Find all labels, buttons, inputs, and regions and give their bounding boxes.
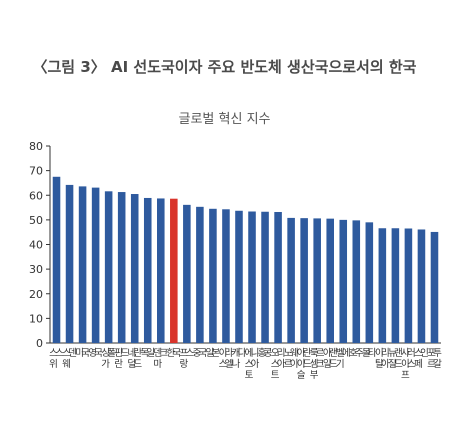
x-category-label: 호주	[349, 348, 364, 359]
bar	[365, 222, 374, 343]
x-category-label: 싱 가폴	[101, 348, 116, 370]
x-category-label: 독일	[140, 348, 155, 359]
bar	[183, 204, 191, 343]
bars	[52, 176, 439, 343]
bar	[417, 229, 426, 343]
x-category-label: 뉴 질랜 드	[388, 348, 403, 370]
x-category-label: 네 덜란 드	[127, 347, 142, 370]
bar	[404, 228, 413, 343]
bar	[143, 197, 152, 343]
y-tick-label: 80	[29, 140, 43, 153]
bar	[104, 191, 113, 343]
y-tick-label: 70	[29, 165, 43, 178]
bar	[287, 217, 295, 343]
x-category-label: 이 스라 엘	[219, 348, 234, 370]
x-category-label: 룩 셈 부르 크	[310, 348, 325, 381]
bar	[313, 218, 321, 343]
chart-subtitle: 글로벌 혁신 지수	[178, 112, 271, 127]
x-category-label: 일본	[206, 348, 221, 359]
bar	[326, 218, 334, 343]
bar	[78, 186, 87, 343]
x-category-label: 프 랑스	[179, 348, 194, 370]
bar	[130, 194, 139, 343]
bar	[339, 219, 348, 343]
x-category-label: 한국	[166, 348, 181, 359]
x-category-label: 미국	[75, 348, 90, 359]
y-tick-label: 0	[36, 337, 43, 350]
x-category-label: 포 르투 갈	[427, 348, 442, 370]
y-tick-label: 20	[29, 288, 43, 301]
x-category-label: 캐 나다	[232, 348, 247, 370]
bar	[222, 209, 230, 343]
x-category-label: 아 일랜 드	[323, 348, 338, 370]
y-tick-label: 50	[29, 214, 43, 227]
x-category-label: 노 르웨 이	[284, 347, 299, 370]
bar	[235, 210, 243, 343]
x-category-label: 아 이 슬란 드	[297, 347, 312, 381]
x-category-label: 벨 기에	[336, 348, 351, 370]
x-category-label: 핀 란드	[114, 348, 129, 370]
chart-title: 〈그림 3〉 AI 선도국이자 주요 반도체 생산국으로서의 한국	[32, 58, 417, 76]
bar	[274, 211, 282, 343]
bar	[391, 228, 400, 343]
bar	[157, 198, 165, 343]
bar	[117, 192, 126, 343]
bar	[209, 208, 217, 343]
x-category-label: 홍콩	[258, 347, 273, 359]
bar	[65, 184, 74, 343]
bar	[248, 211, 256, 343]
bar	[430, 231, 439, 343]
x-category-label: 덴 마크	[153, 348, 168, 370]
x-category-label: 스 웨덴	[62, 348, 77, 370]
x-category-label: 영국	[88, 348, 103, 359]
x-category-label: 사 이 프러 스	[401, 348, 416, 381]
x-category-label: 오 스 트리 아	[271, 348, 286, 381]
bar	[196, 206, 204, 343]
y-tick-label: 30	[29, 263, 43, 276]
x-category-label: 중국	[193, 348, 208, 359]
y-tick-label: 10	[29, 312, 43, 325]
y-tick-label: 40	[29, 239, 43, 252]
bar	[352, 220, 361, 343]
x-category-label: 스 페인	[414, 348, 429, 370]
axes: 0 10 20 30 40 50 60 70 80	[29, 140, 441, 350]
bar	[300, 218, 308, 343]
bar	[91, 187, 100, 343]
bar	[378, 228, 387, 343]
bar	[52, 176, 61, 343]
y-tick-label: 60	[29, 189, 43, 202]
bar-highlight	[170, 198, 178, 343]
x-category-label: 에 스 토니 아	[245, 348, 260, 381]
bar	[261, 211, 269, 343]
x-category-label: 몰타	[362, 348, 377, 359]
x-category-label: 스 위스	[49, 348, 64, 370]
x-category-label: 이 탈리 아	[375, 348, 390, 370]
